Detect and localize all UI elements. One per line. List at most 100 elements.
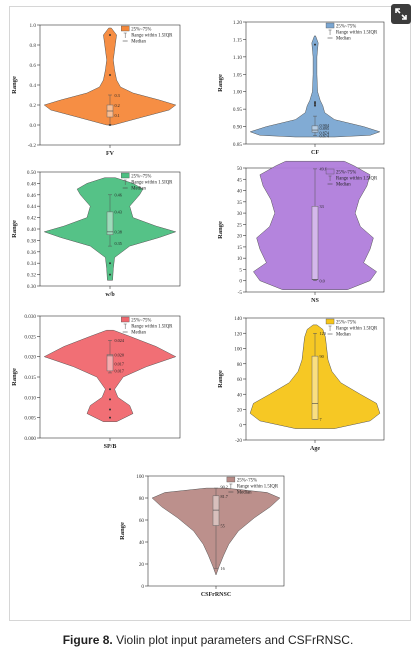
data-point <box>314 102 316 105</box>
caption-label: Figure 8. <box>62 633 113 647</box>
legend-iqr-label: 25%~75% <box>131 28 151 33</box>
data-label: 0.0 <box>320 279 325 284</box>
y-tick-label: 0.46 <box>27 193 36 199</box>
y-tick-label: 1.20 <box>233 20 242 26</box>
legend-iqr-swatch <box>120 316 130 323</box>
y-tick-label: -0.2 <box>28 143 37 149</box>
data-label: 33 <box>320 204 324 209</box>
y-tick-label: 0.48 <box>27 181 36 187</box>
violin-panel-csfrrnsc: 0 20 40 60 80 100 Range CSFrRNSC 90.2 81.7 55 16 25%… <box>119 474 285 598</box>
y-tick-label: 0.38 <box>27 238 36 244</box>
data-label: 0.35 <box>115 241 122 246</box>
legend-median-label: Median <box>237 491 252 496</box>
legend-whisker-label: Range within 1.5IQR <box>131 181 173 186</box>
data-point <box>109 273 111 276</box>
iqr-box <box>106 211 114 235</box>
data-label: 90 <box>320 354 324 359</box>
y-axis-label: Range <box>11 220 18 238</box>
legend-whisker-label: Range within 1.5IQR <box>336 31 378 36</box>
y-tick-label: 40 <box>139 540 145 546</box>
violin-body <box>43 329 177 422</box>
y-tick-label: 0.42 <box>27 216 36 222</box>
data-label: 0.874 <box>320 131 330 136</box>
legend-median-label: Median <box>336 333 351 338</box>
legend-iqr-swatch <box>325 22 335 29</box>
y-tick-label: 1.00 <box>233 90 242 96</box>
iqr-box <box>311 206 319 280</box>
figure-caption: Figure 8. Violin plot input parameters a… <box>0 633 416 647</box>
data-point <box>109 408 111 411</box>
legend-whisker-label: Range within 1.5IQR <box>237 485 279 490</box>
violin-panel-fv: -0.2 0.0 0.2 0.4 0.6 0.8 1.0 Range FV 0.3 0.2 0.1 25… <box>11 23 181 157</box>
y-tick-label: 100 <box>234 347 242 353</box>
data-label: 0.020 <box>115 352 124 357</box>
data-label: 0.2 <box>115 103 120 108</box>
y-tick-label: -20 <box>235 438 242 444</box>
y-axis-label: Range <box>217 74 224 92</box>
data-point <box>314 43 316 46</box>
legend-iqr-label: 25%~75% <box>131 319 151 324</box>
y-tick-label: 0 <box>239 279 242 285</box>
iqr-box <box>106 354 114 372</box>
legend-whisker-label: Range within 1.5IQR <box>131 325 173 330</box>
y-tick-label: 0.2 <box>30 103 37 109</box>
y-tick-label: 25 <box>237 222 243 228</box>
y-tick-label: 0.030 <box>24 314 36 320</box>
legend-iqr-swatch <box>325 318 335 325</box>
y-tick-label: 60 <box>237 377 243 383</box>
violin-panel-cf: 0.85 0.90 0.95 1.00 1.05 1.10 1.15 1.20 Range CF 0… <box>217 20 385 156</box>
y-tick-label: 0.34 <box>27 261 36 267</box>
iqr-box <box>311 355 319 420</box>
y-tick-label: -5 <box>238 290 243 296</box>
y-tick-label: 0.8 <box>30 43 37 49</box>
legend-iqr-swatch <box>120 25 130 32</box>
violin-chart-grid: -0.2 0.0 0.2 0.4 0.6 0.8 1.0 Range FV 0.3 0.2 0.1 25… <box>11 20 385 598</box>
y-tick-label: 1.05 <box>233 72 242 78</box>
y-tick-label: 0.90 <box>233 125 242 131</box>
y-tick-label: 0 <box>141 584 144 590</box>
data-label: 120 <box>320 331 326 336</box>
data-point <box>109 416 111 419</box>
y-tick-label: 1.0 <box>30 23 37 29</box>
data-point <box>109 398 111 401</box>
violin-body <box>249 35 381 138</box>
y-tick-label: 1.10 <box>233 55 242 61</box>
data-point <box>109 262 111 265</box>
y-tick-label: 0.6 <box>30 63 37 69</box>
y-tick-label: 0.32 <box>27 273 36 279</box>
legend-whisker-label: Range within 1.5IQR <box>131 34 173 39</box>
y-tick-label: 0.000 <box>24 436 36 442</box>
legend-median-label: Median <box>131 331 146 336</box>
expand-arrows-icon[interactable] <box>391 4 411 24</box>
y-tick-label: 0.40 <box>27 227 36 233</box>
y-tick-label: 0.95 <box>233 107 242 113</box>
y-tick-label: 0.30 <box>27 284 36 290</box>
y-tick-label: 0 <box>239 423 242 429</box>
legend-iqr-label: 25%~75% <box>336 171 356 176</box>
x-axis-label: FV <box>106 151 115 157</box>
x-axis-label: CSFrRNSC <box>201 592 231 598</box>
data-point <box>314 101 316 104</box>
legend-median-label: Median <box>131 187 146 192</box>
y-tick-label: 140 <box>234 316 242 322</box>
y-tick-label: 0.4 <box>30 83 37 89</box>
data-label: 55 <box>221 523 225 528</box>
data-label: 0.1 <box>115 113 120 118</box>
legend-median-label: Median <box>336 183 351 188</box>
y-tick-label: 20 <box>139 562 145 568</box>
y-tick-label: 30 <box>237 211 243 217</box>
legend-iqr-swatch <box>325 168 335 175</box>
data-label: 0.017 <box>115 369 124 374</box>
legend-iqr-label: 25%~75% <box>336 25 356 30</box>
data-label: 16 <box>221 566 225 571</box>
y-tick-label: 5 <box>239 267 242 273</box>
data-label: 0.024 <box>115 338 125 343</box>
data-label: 49.6 <box>320 167 327 172</box>
